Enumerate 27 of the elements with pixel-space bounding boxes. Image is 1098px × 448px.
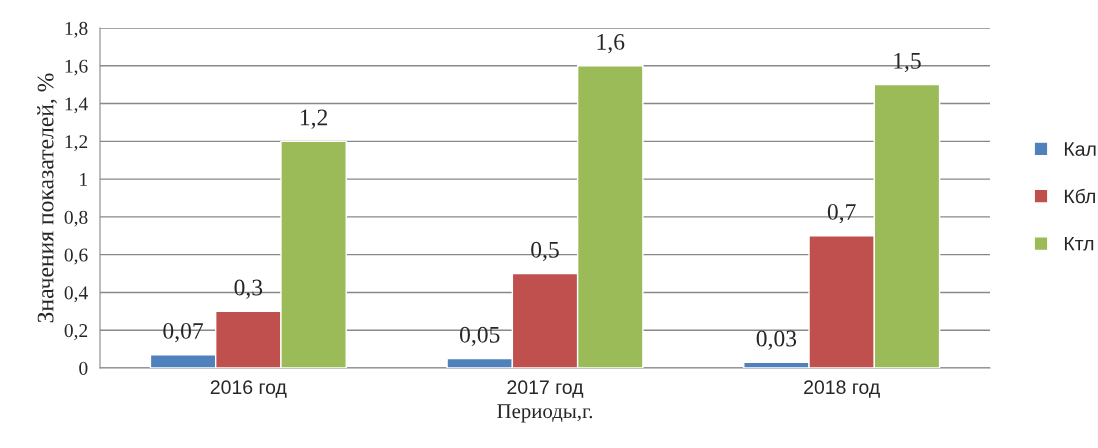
y-tick-label: 1 <box>80 173 88 186</box>
legend-label: Ктл <box>1064 236 1094 251</box>
data-label: 0,5 <box>531 241 559 262</box>
data-label: 0,7 <box>827 203 856 224</box>
x-axis-title: Периоды,г. <box>497 404 593 423</box>
y-tick-label: 0,8 <box>64 210 88 227</box>
x-tick-label: 2017 год <box>507 380 584 398</box>
y-tick-label: 0 <box>79 361 88 375</box>
x-tick-label: 2018 год <box>804 380 880 398</box>
y-axis-title: Значения показателей, % <box>37 73 57 323</box>
legend-label: Кбл <box>1064 188 1095 204</box>
y-tick-label: 0,6 <box>64 248 88 265</box>
y-tick-label: 0,4 <box>64 286 88 303</box>
data-label: 1,2 <box>300 109 328 129</box>
data-label: 0,3 <box>234 279 263 299</box>
y-tick-label: 0,2 <box>64 324 88 340</box>
data-label: 0,07 <box>163 322 204 343</box>
data-label: 0,03 <box>756 330 797 350</box>
y-tick-label: 1,6 <box>65 59 88 76</box>
data-label: 1,5 <box>894 52 921 73</box>
y-tick-label: 1,4 <box>65 97 88 114</box>
data-label: 0,05 <box>459 326 500 347</box>
legend-label: Кал <box>1064 142 1096 156</box>
x-tick-label: 2016 год <box>210 380 287 398</box>
y-tick-label: 1,8 <box>65 21 88 38</box>
data-label: 1,6 <box>597 34 625 54</box>
y-tick-label: 1,2 <box>65 135 88 152</box>
